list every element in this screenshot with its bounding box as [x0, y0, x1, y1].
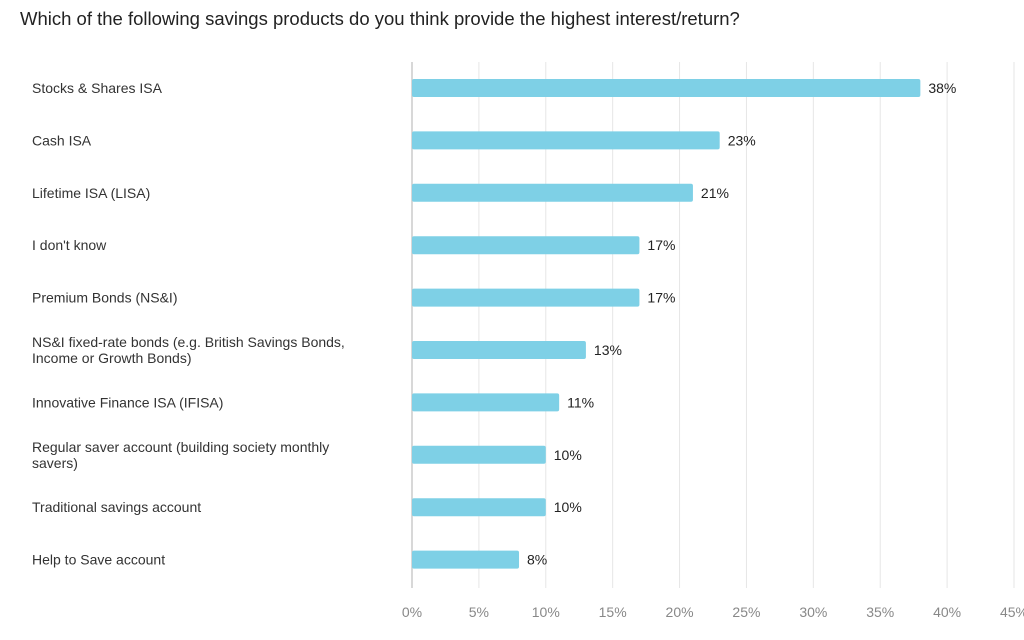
value-label: 23% — [728, 132, 756, 148]
x-tick-label: 40% — [933, 604, 961, 620]
category-label: I don't know — [32, 237, 107, 253]
x-tick-label: 35% — [866, 604, 894, 620]
value-label: 10% — [554, 447, 582, 463]
bar — [412, 79, 921, 97]
value-label: 13% — [594, 342, 622, 358]
category-label: Regular saver account (building society … — [32, 439, 329, 471]
bar — [412, 550, 520, 569]
chart-title: Which of the following savings products … — [20, 8, 740, 29]
x-tick-label: 0% — [402, 604, 422, 620]
bar — [412, 131, 720, 150]
category-label: NS&I fixed-rate bonds (e.g. British Savi… — [32, 334, 345, 366]
value-label: 10% — [554, 499, 582, 515]
value-label: 38% — [928, 80, 956, 96]
category-label: Traditional savings account — [32, 499, 201, 515]
bar — [412, 393, 560, 412]
bar — [412, 288, 640, 307]
x-tick-label: 45% — [1000, 604, 1024, 620]
x-tick-label: 5% — [469, 604, 489, 620]
x-tick-label: 25% — [732, 604, 760, 620]
x-tick-label: 30% — [799, 604, 827, 620]
x-tick-label: 15% — [599, 604, 627, 620]
category-label: Lifetime ISA (LISA) — [32, 185, 150, 201]
value-label: 8% — [527, 552, 547, 568]
x-tick-label: 10% — [532, 604, 560, 620]
value-label: 17% — [647, 290, 675, 306]
bar — [412, 183, 693, 202]
x-tick-label: 20% — [666, 604, 694, 620]
value-label: 17% — [647, 237, 675, 253]
bar — [412, 341, 586, 359]
value-label: 11% — [567, 394, 594, 410]
category-label: Cash ISA — [32, 132, 92, 148]
category-label: Premium Bonds (NS&I) — [32, 290, 177, 306]
bar — [412, 498, 546, 517]
category-label: Stocks & Shares ISA — [32, 80, 163, 96]
category-label: Help to Save account — [32, 552, 165, 568]
bar — [412, 236, 640, 255]
value-label: 21% — [701, 185, 729, 201]
bar — [412, 445, 546, 464]
category-label: Innovative Finance ISA (IFISA) — [32, 394, 223, 410]
